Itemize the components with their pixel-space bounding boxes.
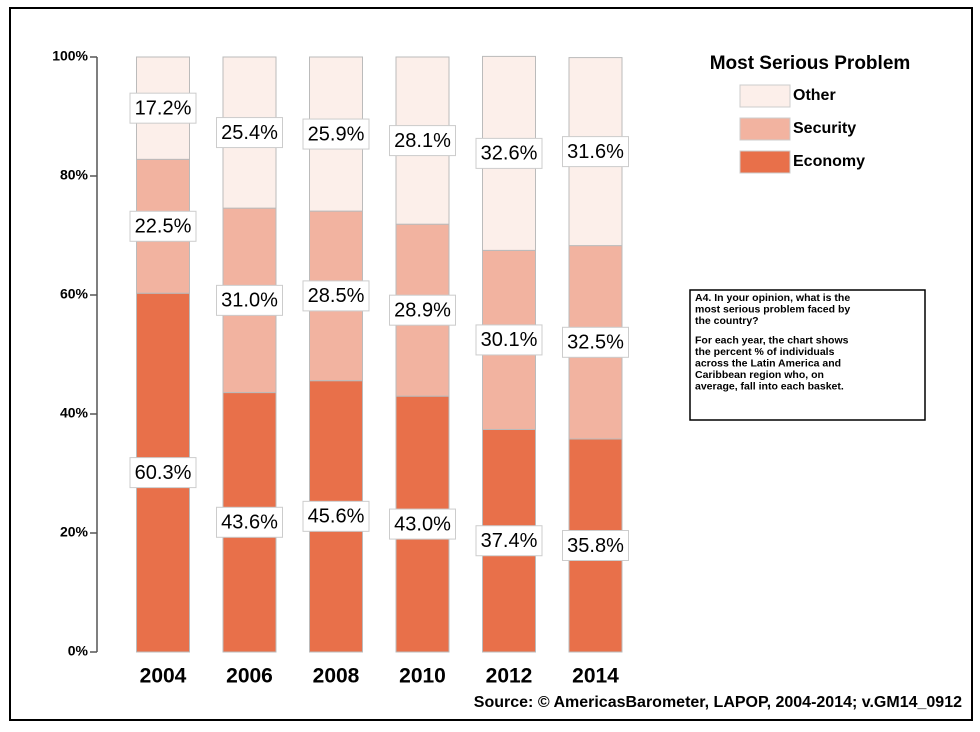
y-tick-label: 60%: [60, 286, 89, 302]
legend-title: Most Serious Problem: [710, 53, 911, 74]
value-label: 32.6%: [481, 143, 538, 165]
label-box: [389, 294, 456, 326]
note-line: Caribbean region who, on: [695, 369, 824, 381]
x-tick-label: 2008: [313, 665, 360, 688]
value-label: 37.4%: [481, 530, 538, 552]
label-box: [129, 92, 197, 124]
value-label: 30.1%: [481, 329, 538, 351]
value-label: 25.4%: [221, 122, 278, 144]
x-tick-label: 2010: [399, 665, 446, 688]
x-tick-label: 2012: [486, 665, 533, 688]
note-line: the country?: [695, 315, 759, 327]
label-box: [129, 210, 197, 242]
note-line: For each year, the chart shows: [695, 334, 849, 346]
label-box: [216, 117, 283, 149]
label-box: [129, 457, 197, 489]
label-box: [302, 280, 370, 312]
label-box: [389, 508, 456, 540]
note-line: across the Latin America and: [695, 357, 841, 369]
label-box: [562, 136, 629, 168]
note-box: [689, 289, 926, 421]
legend-swatch: [739, 117, 791, 141]
value-label: 43.0%: [394, 513, 451, 535]
y-tick-label: 80%: [60, 167, 89, 183]
y-tick-label: 20%: [60, 524, 89, 540]
label-box: [562, 326, 629, 358]
x-tick-label: 2006: [226, 665, 273, 688]
label-box: [302, 118, 370, 150]
note-line: A4. In your opinion, what is the: [695, 292, 850, 304]
label-box: [475, 137, 543, 169]
value-label: 31.6%: [567, 141, 624, 163]
y-tick-label: 0%: [68, 643, 89, 659]
legend-label: Security: [793, 120, 856, 137]
label-box: [302, 500, 370, 532]
value-label: 45.6%: [308, 506, 365, 528]
legend-label: Other: [793, 87, 836, 104]
label-box: [562, 529, 629, 561]
note-line: the percent % of individuals: [695, 346, 835, 358]
label-box: [389, 125, 456, 157]
value-label: 35.8%: [567, 535, 624, 557]
value-label: 43.6%: [221, 512, 278, 534]
value-label: 25.9%: [308, 123, 365, 145]
value-label: 22.5%: [135, 216, 192, 238]
legend-label: Economy: [793, 153, 865, 170]
y-tick-label: 100%: [52, 48, 88, 64]
value-label: 60.3%: [135, 462, 192, 484]
x-tick-label: 2014: [572, 665, 619, 688]
value-label: 28.9%: [394, 299, 451, 321]
value-label: 28.5%: [308, 285, 365, 307]
value-label: 17.2%: [135, 97, 192, 119]
source: Source: © AmericasBarometer, LAPOP, 2004…: [474, 694, 962, 711]
label-box: [216, 284, 283, 316]
note-line: most serious problem faced by: [695, 303, 850, 315]
label-box: [475, 324, 543, 356]
label-box: [216, 506, 283, 538]
x-tick-label: 2004: [140, 665, 187, 688]
value-label: 28.1%: [394, 130, 451, 152]
label-box: [475, 525, 543, 557]
value-label: 31.0%: [221, 290, 278, 312]
y-tick-label: 40%: [60, 405, 89, 421]
legend-swatch: [739, 84, 791, 108]
legend-swatch: [739, 150, 791, 174]
note-line: average, fall into each basket.: [695, 380, 844, 392]
value-label: 32.5%: [567, 332, 624, 354]
